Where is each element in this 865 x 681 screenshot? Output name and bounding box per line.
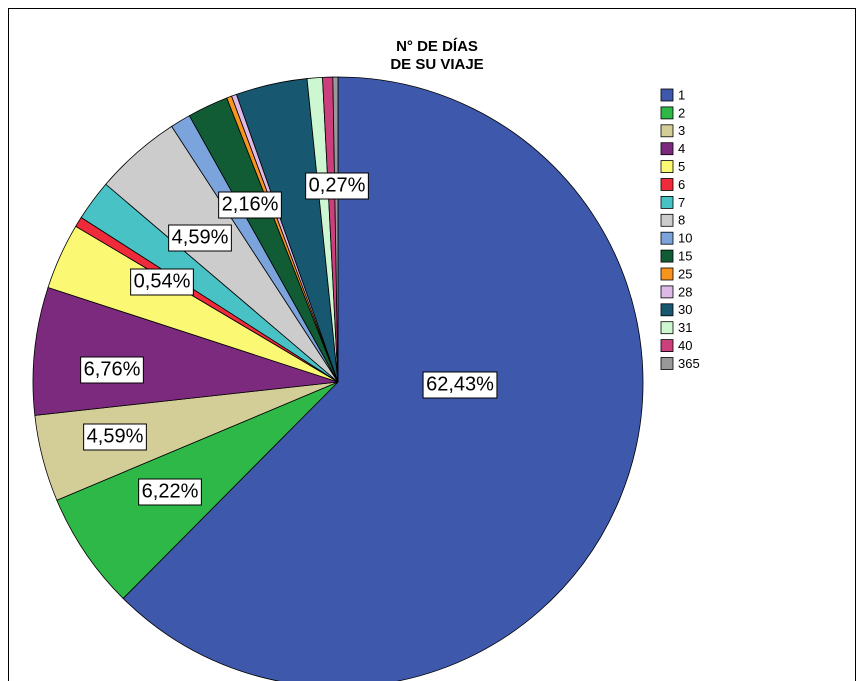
legend-swatch (660, 178, 674, 191)
legend-swatch (660, 231, 674, 245)
legend-label: 40 (678, 338, 692, 353)
legend-swatch (660, 124, 674, 138)
legend-label: 15 (678, 249, 692, 264)
data-label-text: 62,43% (426, 373, 494, 395)
chart-title: N° DE DÍAS (396, 38, 478, 55)
data-label-text: 6,76% (84, 358, 141, 380)
legend-label: 4 (678, 141, 685, 156)
legend-swatch (660, 357, 674, 370)
legend-label: 10 (678, 231, 692, 246)
pie-slice (332, 76, 339, 383)
data-label-text: 4,59% (172, 226, 229, 248)
legend-swatch (660, 142, 674, 156)
data-label-text: 6,22% (142, 480, 199, 502)
data-label: 0,27% (305, 172, 369, 200)
data-label-text: 0,27% (309, 174, 366, 196)
legend-label: 6 (678, 177, 685, 192)
data-label-box (305, 172, 369, 200)
chart-title: DE SU VIAJE (390, 56, 483, 73)
data-label-box (83, 423, 147, 451)
data-label-box (218, 191, 282, 219)
legend-swatch (660, 339, 674, 353)
legend-swatch (660, 88, 674, 102)
legend-label: 2 (678, 105, 685, 120)
legend-swatch (660, 213, 674, 227)
data-label-box (130, 268, 194, 296)
legend-label: 3 (678, 123, 685, 138)
data-label: 4,59% (168, 224, 232, 252)
legend-label: 5 (678, 159, 685, 174)
legend-label: 365 (678, 356, 700, 371)
legend-label: 8 (678, 213, 685, 228)
data-label-box (168, 224, 232, 252)
data-label-box (422, 371, 498, 399)
legend-label: 30 (678, 302, 692, 317)
data-label-box (138, 478, 202, 506)
data-label-box (80, 356, 144, 384)
legend-label: 25 (678, 266, 692, 281)
legend-label: 7 (678, 195, 685, 210)
legend-label: 1 (678, 87, 685, 102)
legend-swatch (660, 285, 674, 299)
data-label: 62,43% (422, 371, 498, 399)
data-label: 0,54% (130, 268, 194, 296)
data-label-text: 0,54% (134, 270, 191, 292)
legend-swatch (660, 303, 674, 317)
legend-swatch (660, 195, 674, 209)
legend-label: 28 (678, 284, 692, 299)
data-label: 2,16% (218, 191, 282, 219)
data-label-text: 2,16% (222, 193, 279, 215)
data-label-text: 4,59% (87, 425, 144, 447)
data-label: 6,22% (138, 478, 202, 506)
legend-swatch (660, 160, 674, 174)
legend-swatch (660, 249, 674, 263)
legend-swatch (660, 106, 674, 120)
legend-swatch (660, 321, 674, 335)
pie-slice (122, 76, 644, 681)
legend-label: 31 (678, 320, 692, 335)
data-label: 4,59% (83, 423, 147, 451)
data-label: 6,76% (80, 356, 144, 384)
legend-swatch (660, 267, 674, 281)
